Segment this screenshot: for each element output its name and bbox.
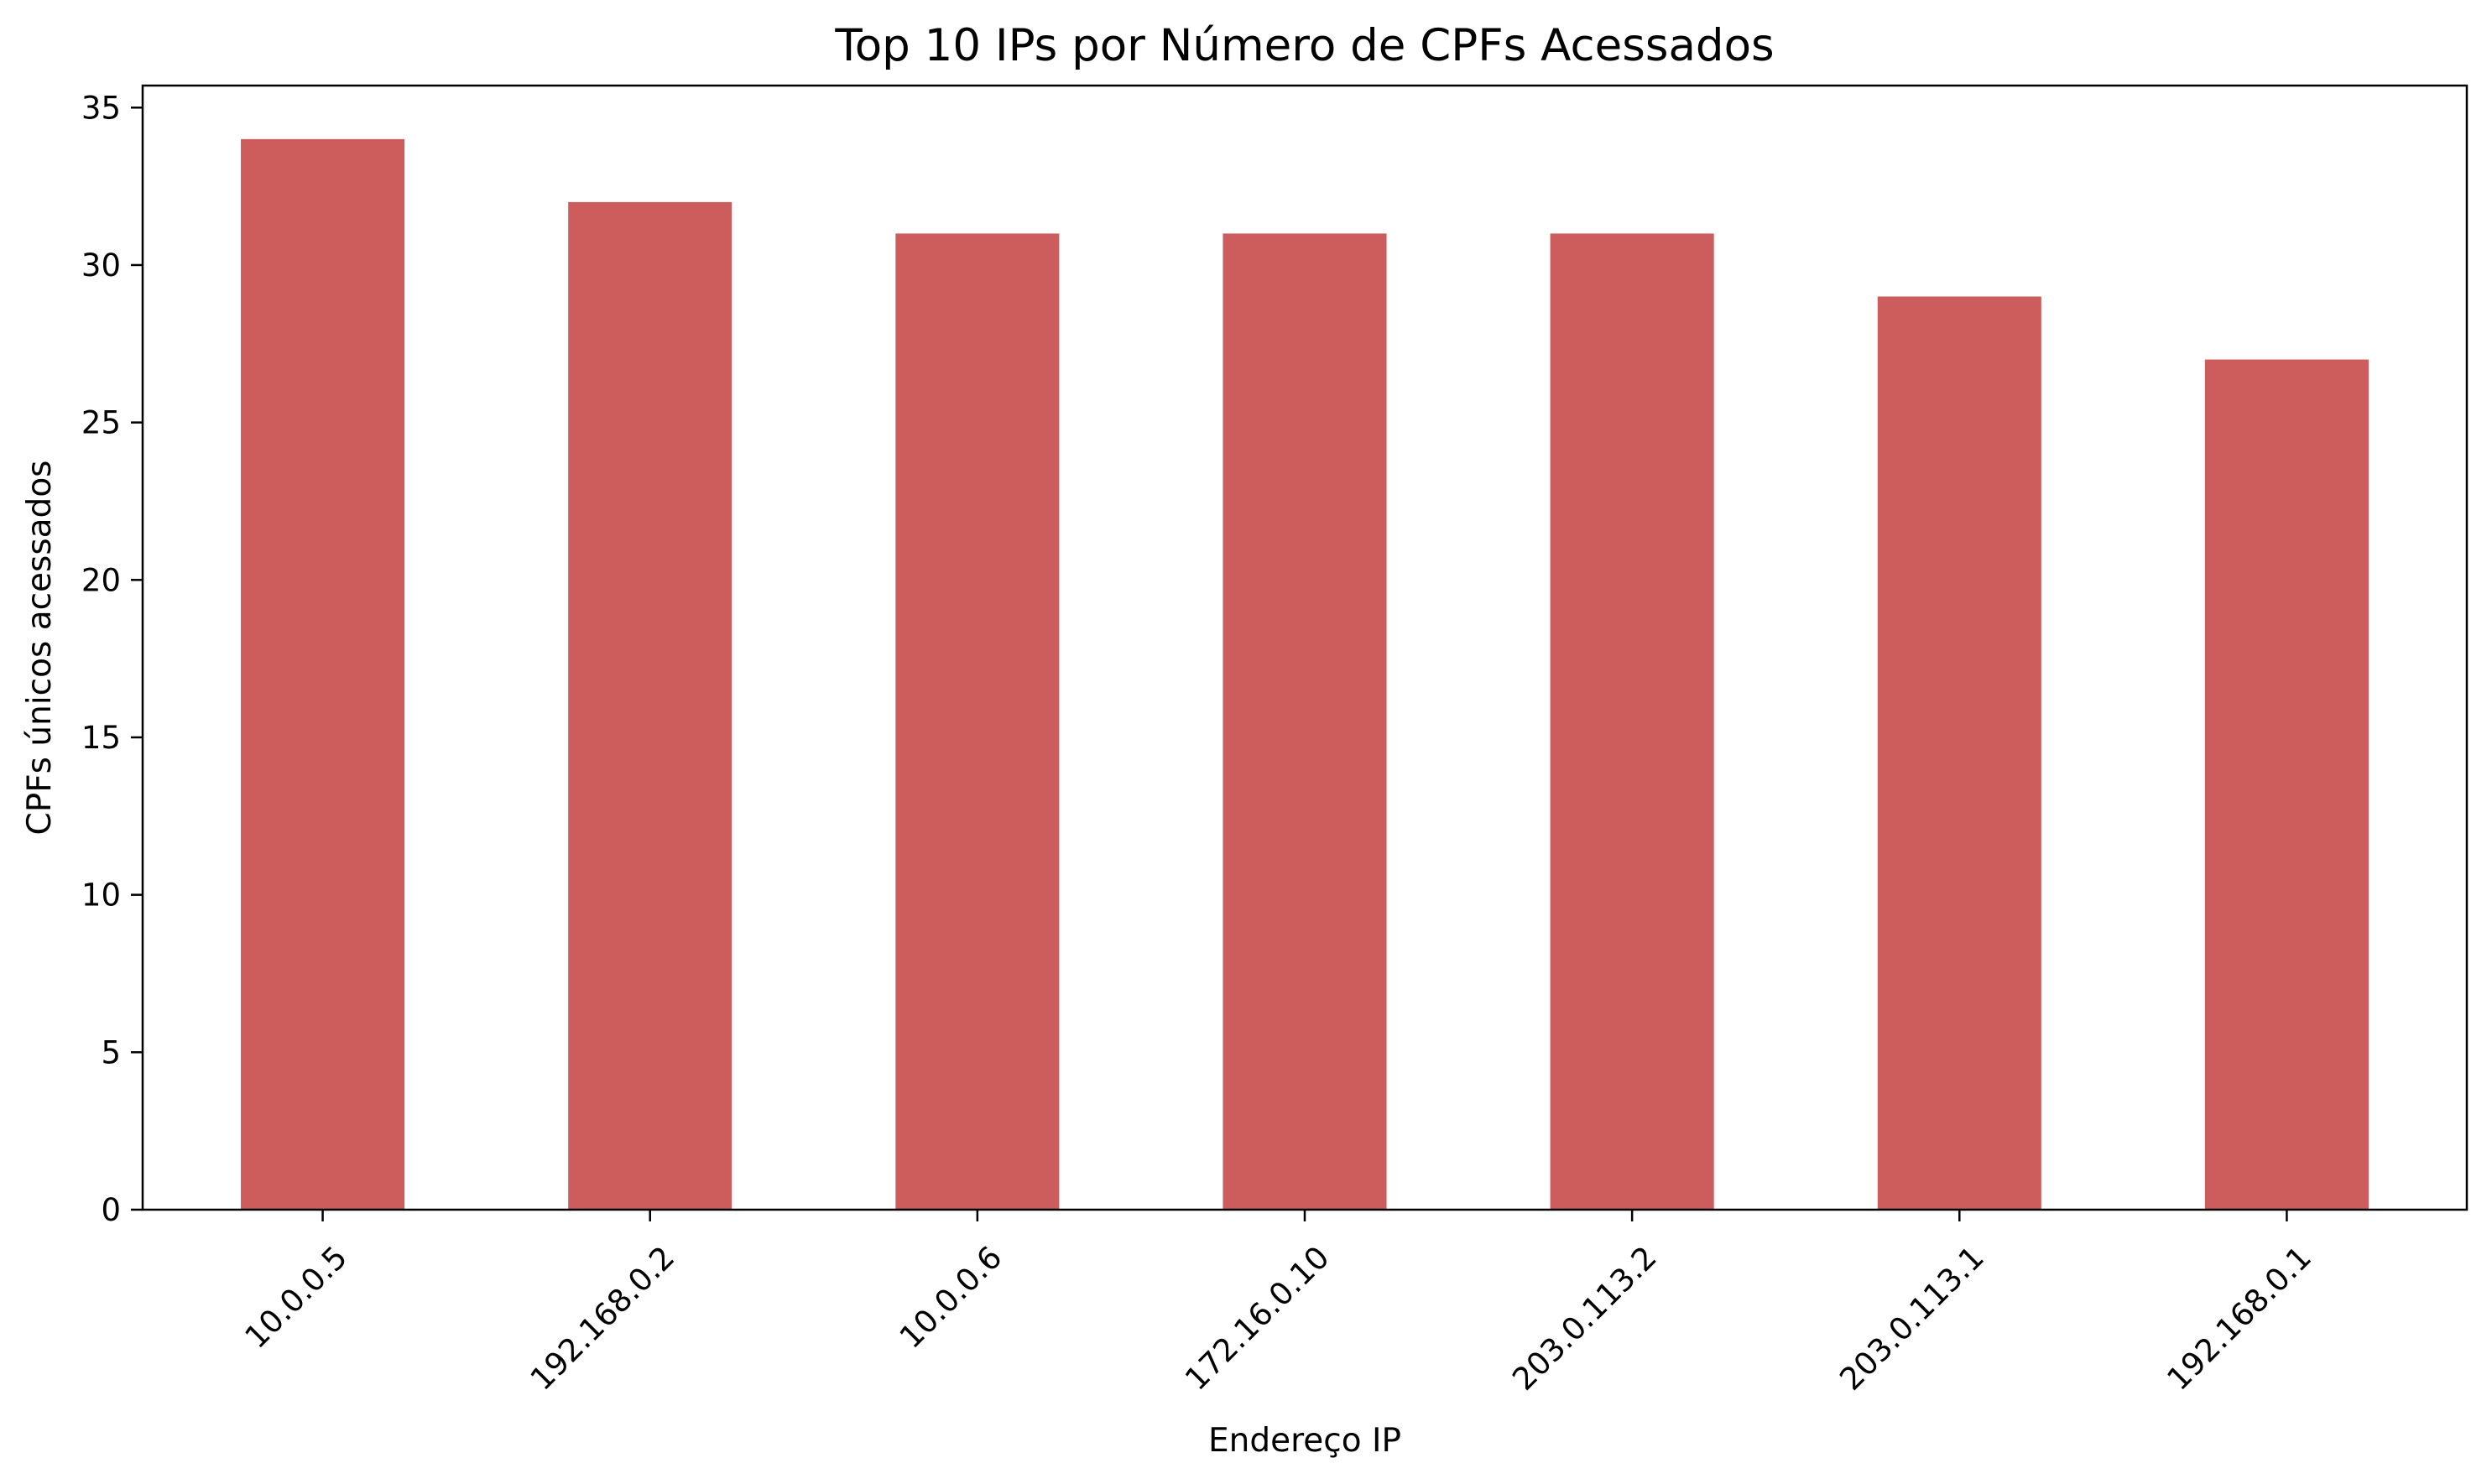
- x-axis-label: Endereço IP: [1208, 1422, 1401, 1460]
- x-tick-label: 10.0.0.5: [238, 1239, 355, 1356]
- x-tick-label: 192.168.0.1: [2160, 1239, 2318, 1398]
- bar-203.0.113.1: [1877, 296, 2041, 1211]
- bar-172.16.0.10: [1223, 233, 1387, 1210]
- bar-192.168.0.1: [2204, 359, 2369, 1210]
- chart-title: Top 10 IPs por Número de CPFs Acessados: [834, 20, 1774, 71]
- x-axis: 10.0.0.5 192.168.0.2 10.0.0.6 172.16.0.10 20…: [238, 1210, 2318, 1398]
- y-tick-label: 35: [81, 90, 121, 126]
- x-tick-label: 203.0.113.1: [1833, 1239, 1991, 1398]
- x-tick-label: 172.16.0.10: [1178, 1239, 1337, 1398]
- bars-group: [241, 138, 2369, 1211]
- x-tick-label: 10.0.0.6: [893, 1239, 1009, 1356]
- bar-192.168.0.2: [568, 201, 732, 1210]
- y-axis: 0 5 10 15 20 25 30 35: [81, 90, 143, 1228]
- y-tick-label: 30: [81, 247, 121, 284]
- y-axis-label: CPFs únicos acessados: [21, 461, 59, 836]
- y-tick-label: 10: [81, 877, 121, 914]
- bar-10.0.0.6: [895, 233, 1060, 1210]
- bar-203.0.113.2: [1550, 233, 1714, 1210]
- plot-frame: [141, 84, 2469, 1211]
- bar-10.0.0.5: [241, 138, 405, 1210]
- y-tick-label: 15: [81, 720, 121, 756]
- x-tick-label: 203.0.113.2: [1505, 1239, 1664, 1398]
- y-tick-label: 0: [101, 1192, 121, 1228]
- y-tick-label: 5: [101, 1034, 121, 1070]
- y-tick-label: 20: [81, 562, 121, 598]
- x-tick-label: 192.168.0.2: [524, 1239, 682, 1398]
- y-tick-label: 25: [81, 405, 121, 441]
